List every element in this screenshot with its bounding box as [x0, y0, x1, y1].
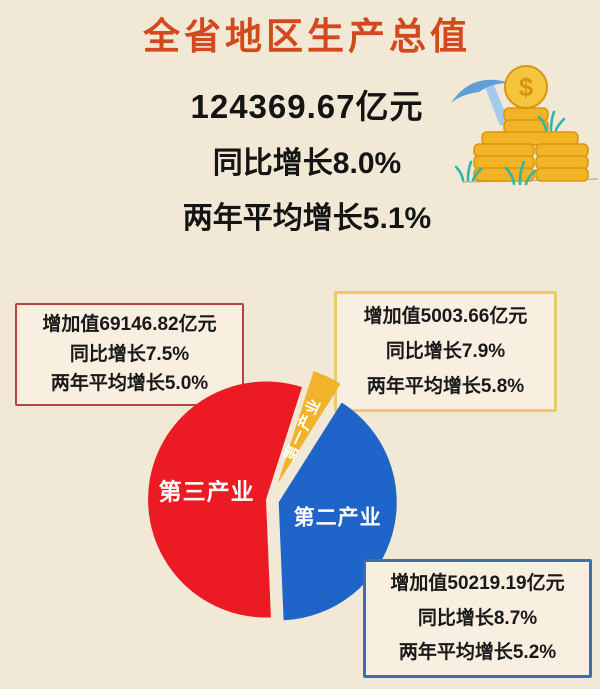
secondary-two-year-growth: 两年平均增长5.2% [398, 641, 557, 663]
tertiary-added-value: 增加值69146.82亿元 [42, 313, 217, 335]
overall-yoy-growth: 同比增长8.0% [212, 147, 402, 180]
pie-label-tertiary-industry: 第三产业 [159, 478, 255, 504]
primary-two-year-growth: 两年平均增长5.8% [366, 375, 525, 397]
callout-tertiary-industry: 增加值69146.82亿元 同比增长7.5% 两年平均增长5.0% [15, 303, 244, 406]
pie-label-secondary-industry: 第二产业 [294, 506, 382, 530]
total-gdp-value: 124369.67亿元 [190, 88, 424, 125]
tertiary-two-year-growth: 两年平均增长5.0% [50, 373, 209, 395]
pie-slice-tertiary [148, 381, 302, 618]
secondary-yoy-growth: 同比增长8.7% [417, 607, 538, 629]
secondary-added-value: 增加值50219.19亿元 [390, 573, 565, 595]
page-title: 全省地区生产总值 [143, 16, 471, 57]
pie-slice-primary [277, 371, 341, 484]
pickaxe-coins-icon: $ [451, 65, 599, 186]
primary-yoy-growth: 同比增长7.9% [385, 340, 506, 362]
overall-two-year-growth: 两年平均增长5.1% [182, 202, 432, 235]
primary-added-value: 增加值5003.66亿元 [363, 305, 528, 327]
dollar-sign-glyph: $ [519, 72, 534, 102]
callout-primary-industry: 增加值5003.66亿元 同比增长7.9% 两年平均增长5.8% [334, 291, 557, 412]
pie-chart: 第一产业 第三产业 第二产业 [148, 371, 397, 621]
tertiary-yoy-growth: 同比增长7.5% [69, 343, 190, 365]
callout-secondary-industry: 增加值50219.19亿元 同比增长8.7% 两年平均增长5.2% [363, 559, 592, 678]
